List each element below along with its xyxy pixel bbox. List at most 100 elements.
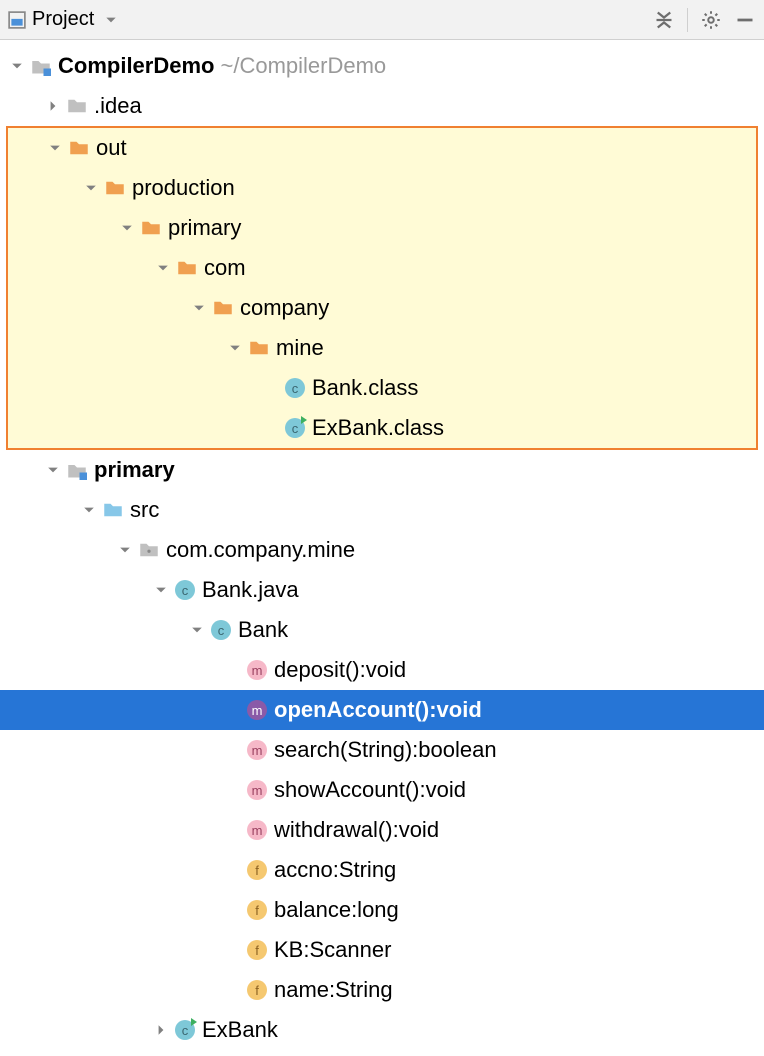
minimize-icon[interactable] — [734, 9, 756, 31]
project-tree: CompilerDemo ~/CompilerDemo .idea out pr… — [0, 40, 764, 1056]
field-icon: f — [246, 939, 268, 961]
folder-icon — [176, 257, 198, 279]
tree-node-member[interactable]: m deposit():void — [0, 650, 764, 690]
tree-node-root[interactable]: CompilerDemo ~/CompilerDemo — [0, 46, 764, 86]
tree-node-exbank[interactable]: c ExBank — [0, 1010, 764, 1050]
tree-node-member-selected[interactable]: m openAccount():void — [0, 690, 764, 730]
folder-icon — [104, 177, 126, 199]
folder-icon — [68, 137, 90, 159]
class-runnable-icon: c — [174, 1019, 196, 1041]
class-icon: c — [210, 619, 232, 641]
node-label: primary — [94, 457, 175, 483]
tree-node-exbank-class[interactable]: c ExBank.class — [8, 408, 756, 448]
node-label: openAccount():void — [274, 697, 482, 723]
chevron-down-icon[interactable] — [188, 621, 206, 639]
tree-node-member[interactable]: m withdrawal():void — [0, 810, 764, 850]
tree-node-primary[interactable]: primary — [0, 450, 764, 490]
chevron-down-icon[interactable] — [152, 581, 170, 599]
tree-node-src[interactable]: src — [0, 490, 764, 530]
tree-node-member[interactable]: f accno:String — [0, 850, 764, 890]
method-icon: m — [246, 739, 268, 761]
chevron-down-icon[interactable] — [46, 139, 64, 157]
node-label: deposit():void — [274, 657, 406, 683]
chevron-down-icon[interactable] — [44, 461, 62, 479]
gear-icon[interactable] — [700, 9, 722, 31]
node-label: production — [132, 175, 235, 201]
tree-node-mine[interactable]: mine — [8, 328, 756, 368]
field-icon: f — [246, 899, 268, 921]
class-icon: c — [284, 377, 306, 399]
tree-node-bank[interactable]: c Bank — [0, 610, 764, 650]
node-label: withdrawal():void — [274, 817, 439, 843]
chevron-down-icon[interactable] — [190, 299, 208, 317]
folder-icon — [212, 297, 234, 319]
node-label: ExBank.class — [312, 415, 444, 441]
class-icon: c — [174, 579, 196, 601]
project-window-icon — [8, 11, 26, 29]
tree-node-company[interactable]: company — [8, 288, 756, 328]
toolbar: Project — [0, 0, 764, 40]
node-label: showAccount():void — [274, 777, 466, 803]
node-label: com.company.mine — [166, 537, 355, 563]
class-runnable-icon: c — [284, 417, 306, 439]
chevron-down-icon[interactable] — [154, 259, 172, 277]
node-label: Bank — [238, 617, 288, 643]
method-icon: m — [246, 699, 268, 721]
method-icon: m — [246, 659, 268, 681]
field-icon: f — [246, 859, 268, 881]
chevron-down-icon[interactable] — [226, 339, 244, 357]
node-label: out — [96, 135, 127, 161]
highlighted-region: out production primary com — [6, 126, 758, 450]
node-label: KB:Scanner — [274, 937, 391, 963]
node-label: Bank.java — [202, 577, 299, 603]
method-icon: m — [246, 779, 268, 801]
folder-icon — [66, 95, 88, 117]
tree-node-bank-class[interactable]: c Bank.class — [8, 368, 756, 408]
toolbar-divider — [687, 8, 688, 32]
chevron-down-icon[interactable] — [8, 57, 26, 75]
method-icon: m — [246, 819, 268, 841]
node-label: .idea — [94, 93, 142, 119]
node-label: balance:long — [274, 897, 399, 923]
node-path: ~/CompilerDemo — [220, 53, 386, 79]
tree-node-out[interactable]: out — [8, 128, 756, 168]
node-label: company — [240, 295, 329, 321]
chevron-down-icon[interactable] — [116, 541, 134, 559]
node-label: com — [204, 255, 246, 281]
tree-node-package[interactable]: com.company.mine — [0, 530, 764, 570]
tree-node-member[interactable]: f name:String — [0, 970, 764, 1010]
tree-node-member[interactable]: m search(String):boolean — [0, 730, 764, 770]
chevron-down-icon[interactable] — [82, 179, 100, 197]
package-icon — [138, 539, 160, 561]
node-label: CompilerDemo — [58, 53, 214, 79]
tree-node-bank-java[interactable]: c Bank.java — [0, 570, 764, 610]
tree-node-member[interactable]: f KB:Scanner — [0, 930, 764, 970]
node-label: Bank.class — [312, 375, 418, 401]
source-folder-icon — [102, 499, 124, 521]
dropdown-icon[interactable] — [100, 9, 122, 31]
chevron-down-icon[interactable] — [118, 219, 136, 237]
tree-node-com[interactable]: com — [8, 248, 756, 288]
node-label: search(String):boolean — [274, 737, 497, 763]
tree-node-idea[interactable]: .idea — [0, 86, 764, 126]
node-label: mine — [276, 335, 324, 361]
field-icon: f — [246, 979, 268, 1001]
node-label: name:String — [274, 977, 393, 1003]
module-icon — [66, 459, 88, 481]
tree-node-member[interactable]: m showAccount():void — [0, 770, 764, 810]
chevron-down-icon[interactable] — [80, 501, 98, 519]
chevron-right-icon[interactable] — [152, 1021, 170, 1039]
node-label: src — [130, 497, 159, 523]
node-label: ExBank — [202, 1017, 278, 1043]
node-label: accno:String — [274, 857, 396, 883]
folder-icon — [140, 217, 162, 239]
chevron-right-icon[interactable] — [44, 97, 62, 115]
tree-node-primary-out[interactable]: primary — [8, 208, 756, 248]
tree-node-member[interactable]: f balance:long — [0, 890, 764, 930]
folder-icon — [248, 337, 270, 359]
module-icon — [30, 55, 52, 77]
collapse-icon[interactable] — [653, 9, 675, 31]
toolbar-title[interactable]: Project — [32, 8, 94, 31]
node-label: primary — [168, 215, 241, 241]
tree-node-production[interactable]: production — [8, 168, 756, 208]
